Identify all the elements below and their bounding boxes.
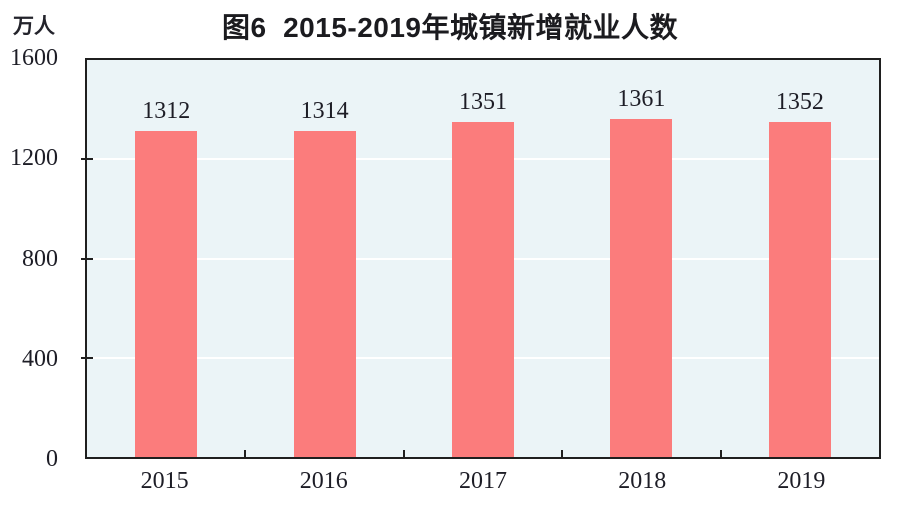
chart-title: 图6 2015-2019年城镇新增就业人数 [221,12,679,43]
bar-value-label: 1352 [775,88,824,115]
bar-slot-2015: 1312 [87,60,245,457]
bar-slot-2019: 1352 [721,60,879,457]
bar-value-label: 1314 [300,97,349,124]
y-axis-tick-label: 1600 [10,45,58,71]
x-axis-label-2017: 2017 [459,468,507,494]
x-axis-label-2015: 2015 [140,468,189,494]
y-axis-tick-mark [81,356,93,359]
bar-2015 [135,131,198,457]
x-axis-label-2018: 2018 [618,468,667,494]
x-axis-label-2016: 2016 [299,468,348,494]
x-axis-label-2019: 2019 [777,468,826,494]
y-axis-tick-labels: 0 400 800 1200 1600 [0,46,58,471]
bar-2019 [768,121,831,457]
x-axis-tick-mark [402,450,405,457]
bar-value-label: 1361 [617,86,666,113]
y-axis-unit-label: 万人 [13,15,55,38]
x-axis-tick-mark [244,450,247,457]
bar-2018 [610,119,673,457]
bar-slot-2016: 1314 [245,60,403,457]
x-axis-tick-mark [719,450,722,457]
y-axis-tick-label: 800 [22,245,58,272]
bar-2017 [452,121,515,457]
x-axis-tick-mark [561,450,564,457]
bar-2016 [293,130,356,457]
plot-area: 1312 1314 1351 1361 1352 [81,58,881,459]
bar-value-label: 1312 [142,98,191,125]
y-axis-tick-mark [81,158,93,161]
y-axis-tick-label: 0 [46,446,58,472]
bar-slot-2017: 1351 [404,60,562,457]
bar-value-label: 1351 [459,88,508,115]
y-axis-tick-mark [81,257,93,260]
x-axis-labels: 2015 2016 2017 2018 2019 [85,467,881,496]
bars-container: 1312 1314 1351 1361 1352 [87,60,879,457]
bar-slot-2018: 1361 [562,60,720,457]
y-axis-tick-label: 400 [22,345,58,372]
y-axis-tick-label: 1200 [10,145,58,172]
